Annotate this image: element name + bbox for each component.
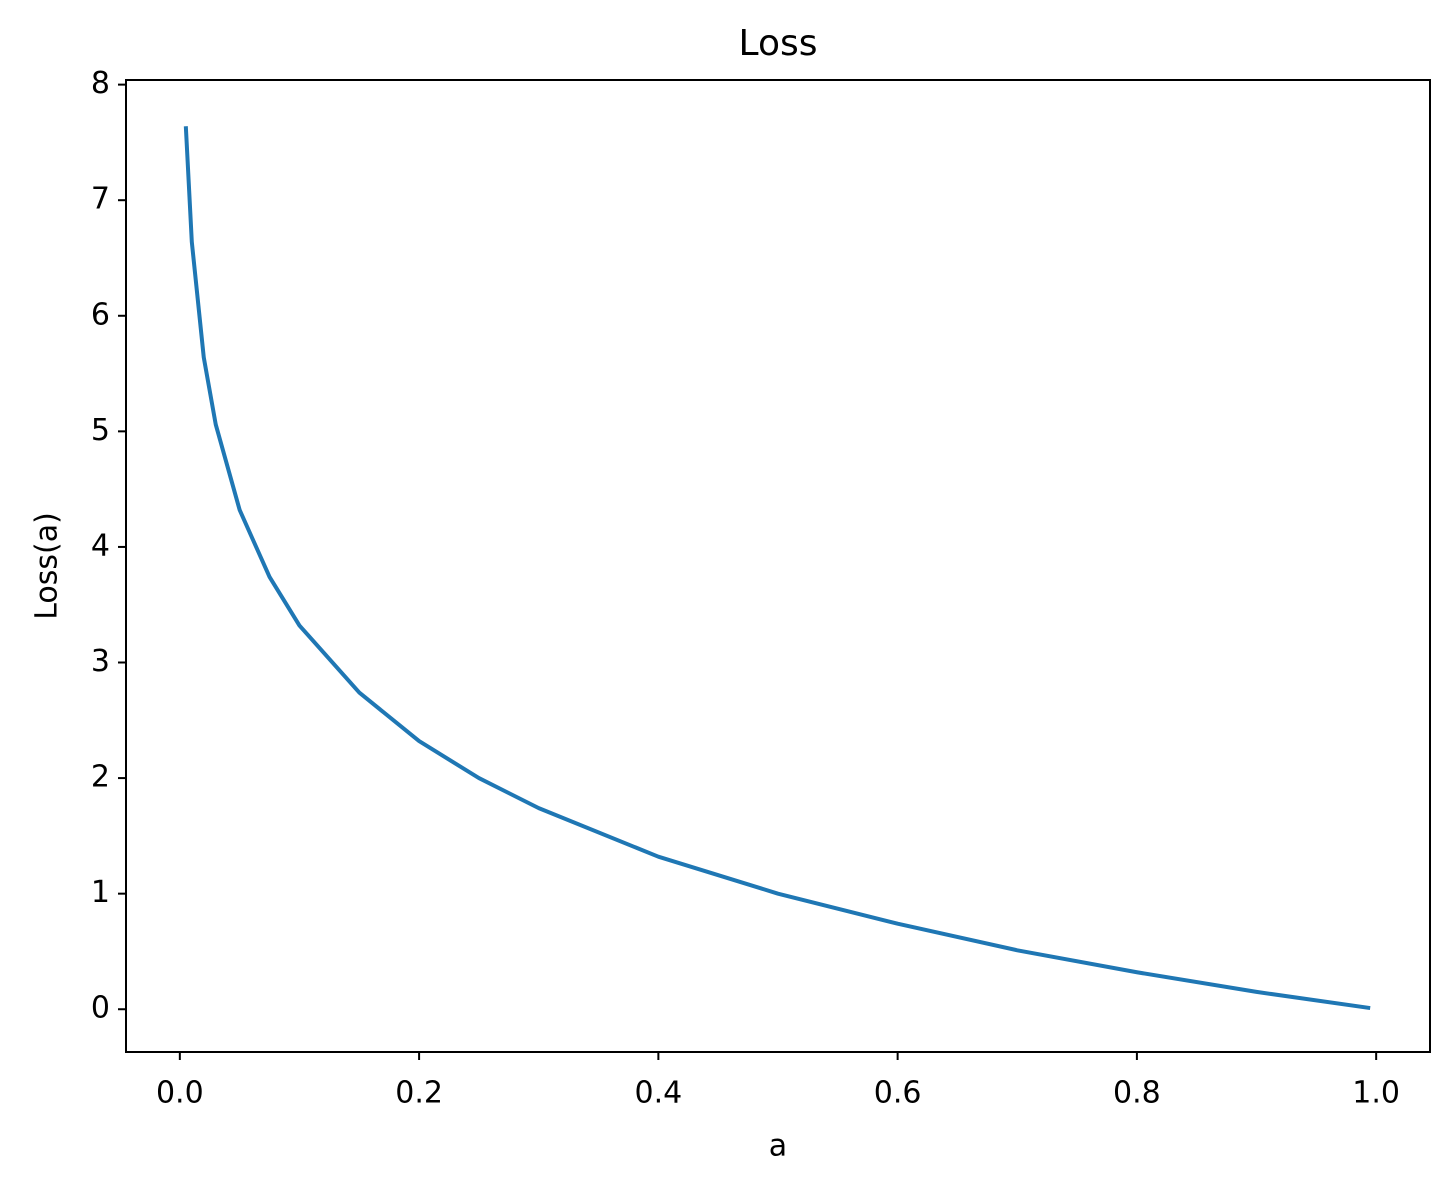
x-tick-label: 0.4	[635, 1076, 683, 1111]
y-tick-label: 0	[91, 991, 110, 1026]
x-tick-label: 0.2	[395, 1076, 443, 1111]
y-tick-label: 7	[91, 182, 110, 217]
axes-frame	[125, 79, 1431, 1053]
x-tick-label: 0.6	[874, 1076, 922, 1111]
y-tick-label: 5	[91, 413, 110, 448]
x-tick-label: 0.8	[1113, 1076, 1161, 1111]
y-tick-label: 3	[91, 644, 110, 679]
x-axis-label: a	[769, 1129, 787, 1164]
y-tick-label: 6	[91, 297, 110, 332]
y-axis-label: Loss(a)	[30, 512, 65, 620]
chart-title: Loss	[739, 23, 818, 64]
y-tick-label: 1	[91, 875, 110, 910]
x-tick-label: 0.0	[156, 1076, 204, 1111]
y-tick-label: 2	[91, 760, 110, 795]
x-tick-label: 1.0	[1352, 1076, 1400, 1111]
line-series	[183, 126, 1371, 1011]
y-tick-label: 4	[91, 528, 110, 563]
y-tick-label: 8	[91, 66, 110, 101]
